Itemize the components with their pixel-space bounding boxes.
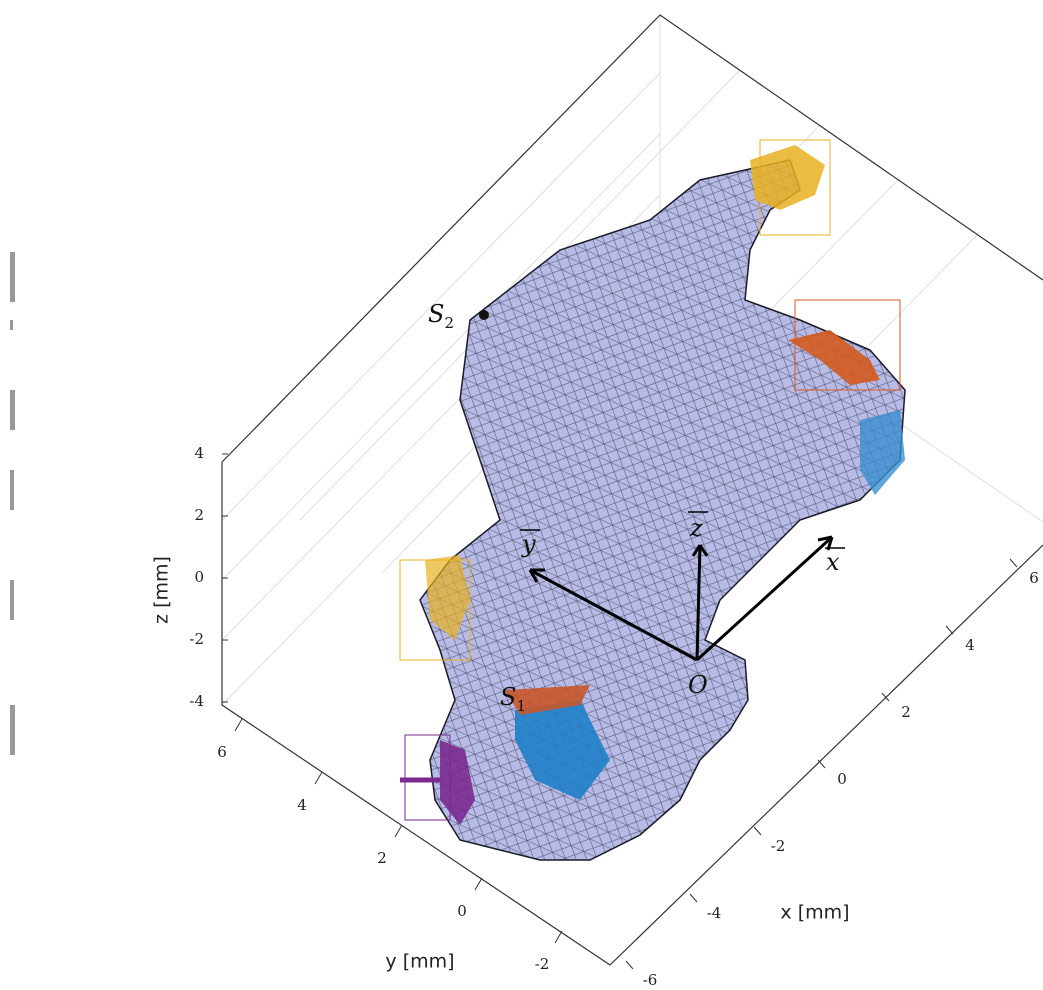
x-tick-label: -4: [707, 904, 722, 922]
artifacts: [10, 252, 15, 755]
tick-mark: [625, 960, 634, 970]
tick-mark: [753, 826, 762, 836]
tick-mark: [314, 771, 323, 785]
tick-mark: [474, 877, 483, 891]
point-label: S1: [500, 683, 526, 715]
x-tick-label: 0: [837, 770, 847, 788]
z-tick-label: 2: [194, 506, 204, 524]
vectors: [520, 511, 845, 662]
y-tick-label: -2: [535, 955, 550, 973]
tick-mark: [554, 930, 563, 944]
tick-mark: [881, 692, 890, 702]
vector-label: x: [826, 548, 840, 576]
z-tick-label: -4: [189, 692, 204, 710]
annotations: S2 S1 O y z x: [428, 300, 840, 715]
vector-label: z: [689, 514, 703, 542]
z-tick-label: 4: [194, 444, 204, 462]
z-axis-label: z [mm]: [151, 556, 173, 624]
tick-mark: [689, 893, 698, 903]
vector-label: y: [521, 530, 536, 558]
y-tick-label: 0: [457, 902, 467, 920]
z-tick-label: -2: [189, 630, 204, 648]
x-axis-label: x [mm]: [780, 902, 849, 924]
y-axis-label: y [mm]: [385, 951, 454, 973]
x-tick-label: -2: [771, 837, 786, 855]
y-tick-label: 4: [297, 796, 307, 814]
x-tick-label: 6: [1029, 569, 1039, 587]
z-tick-label: 0: [194, 568, 204, 586]
bone-mesh: [399, 139, 906, 861]
x-tick-label: 2: [901, 703, 911, 721]
x-tick-label: 4: [965, 636, 975, 654]
tick-mark: [817, 759, 826, 769]
x-tick-label: -6: [643, 971, 658, 989]
tick-mark: [394, 824, 403, 838]
origin-label: O: [688, 671, 708, 699]
tick-mark: [1009, 558, 1018, 568]
y-tick-label: 2: [377, 849, 387, 867]
point-label: S2: [428, 300, 454, 332]
tick-mark: [945, 625, 954, 635]
y-tick-label: 6: [217, 743, 227, 761]
tick-mark: [234, 718, 243, 732]
